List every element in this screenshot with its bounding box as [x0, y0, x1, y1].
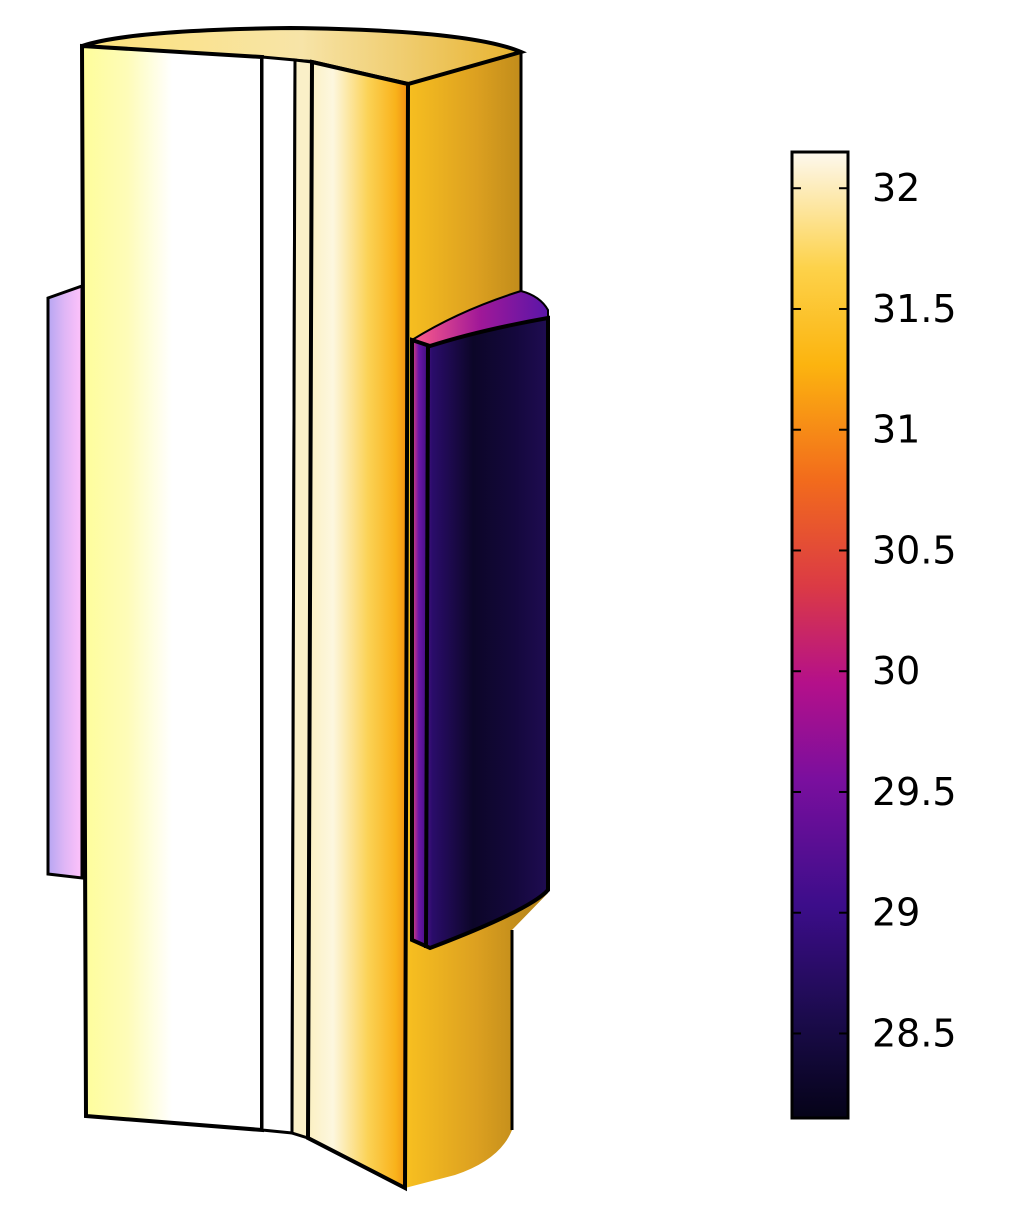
colorbar-ticks: 32 31.5 31 30.5 30 29.5 29 28.5: [792, 166, 957, 1055]
colorbar-tick-label: 31: [872, 408, 920, 452]
outer-face: [305, 59, 411, 1192]
inner-strip: [260, 55, 297, 1135]
colorbar-tick-label: 28.5: [872, 1011, 957, 1055]
colorbar-tick-label: 29: [872, 891, 920, 935]
dark-sleeve-edge: [424, 345, 430, 949]
cylinder-model: [46, 25, 550, 1192]
colorbar-tick-label: 29.5: [872, 770, 957, 814]
colorbar-gradient: [790, 150, 850, 1120]
colorbar-tick-label: 31.5: [872, 287, 957, 331]
top-cap: [81, 25, 527, 87]
colorbar-tick-label: 30: [872, 649, 920, 693]
left-sleeve: [46, 283, 84, 880]
outer-cylinder-back-edge: [510, 52, 523, 1130]
inner-face: [79, 43, 264, 1133]
colorbar-tick-label: 30.5: [872, 528, 957, 572]
colorbar: 32 31.5 31 30.5 30 29.5 29 28.5: [790, 150, 957, 1120]
colorbar-tick-label: 32: [872, 166, 920, 210]
dark-sleeve: [410, 315, 550, 951]
